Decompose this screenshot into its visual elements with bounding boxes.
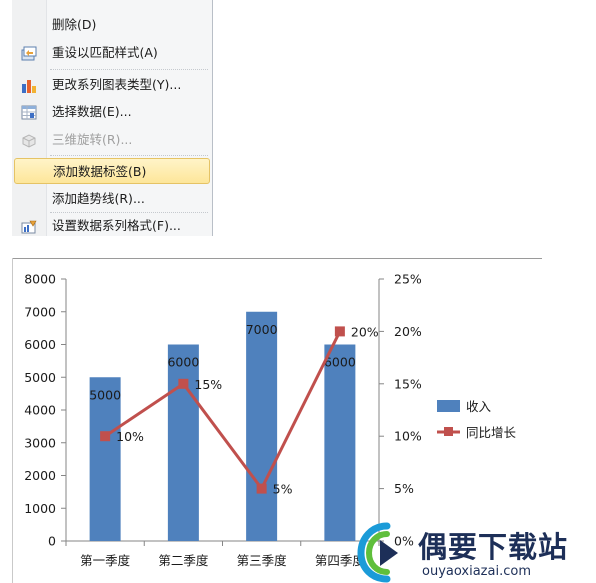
category-label: 第四季度 (315, 553, 366, 568)
menu-item-label: 更改系列图表类型(Y)... (52, 77, 182, 92)
bar-data-label: 6000 (167, 355, 199, 370)
right-axis-tick-label: 5% (394, 481, 414, 496)
menu-item-label: 添加趋势线(R)... (52, 191, 145, 206)
chart-border-top (12, 258, 542, 259)
menu-separator (50, 212, 208, 213)
menu-item-add-trendline[interactable]: 添加趋势线(R)... (14, 186, 210, 212)
legend-label-income: 收入 (466, 399, 492, 414)
bar-income (167, 344, 199, 541)
line-marker-growth (178, 378, 189, 389)
menu-item-change-chart-type[interactable]: 更改系列图表类型(Y)... (14, 72, 210, 98)
context-menu: 删除(D) 重设以匹配样式(A) 更改系列图表类型(Y)... 选择数据(E).… (12, 0, 213, 236)
line-marker-growth (256, 483, 267, 494)
bar-data-label: 7000 (246, 322, 278, 337)
left-axis-tick-label: 6000 (24, 337, 56, 352)
menu-item-select-data[interactable]: 选择数据(E)... (14, 99, 210, 125)
menu-separator (50, 155, 208, 156)
legend[interactable]: 收入 同比增长 (437, 399, 517, 440)
bar-income (246, 311, 278, 541)
bar-income (89, 377, 121, 541)
right-axis-tick-label: 15% (394, 376, 422, 391)
site-logo-icon (357, 522, 398, 583)
menu-item-label: 三维旋转(R)... (52, 132, 133, 147)
bar-chart-icon (22, 80, 36, 93)
menu-item-label: 选择数据(E)... (52, 104, 132, 119)
bar-income (324, 344, 356, 541)
category-label: 第三季度 (237, 553, 288, 568)
line-marker-growth (334, 326, 345, 337)
left-axis-tick-label: 7000 (24, 304, 56, 319)
legend-label-growth: 同比增长 (466, 425, 517, 440)
left-axis-tick-label: 8000 (24, 272, 56, 287)
left-axis-tick-label: 0 (48, 534, 56, 549)
menu-item-delete[interactable]: 删除(D) (14, 12, 210, 38)
left-axis-tick-label: 3000 (24, 435, 56, 450)
bar-data-label: 5000 (89, 387, 121, 402)
reset-style-icon (21, 46, 37, 61)
category-label: 第一季度 (80, 553, 131, 568)
legend-swatch-income (437, 400, 460, 412)
rotate-3d-icon (22, 134, 36, 148)
format-series-icon (21, 220, 37, 234)
left-axis-tick-label: 2000 (24, 468, 56, 483)
menu-item-label: 重设以匹配样式(A) (52, 45, 158, 60)
line-data-label: 5% (273, 482, 293, 497)
line-marker-growth (100, 431, 111, 442)
menu-separator (50, 69, 208, 70)
menu-item-label: 删除(D) (52, 17, 97, 32)
series-line-growth[interactable] (104, 330, 342, 491)
left-axis-tick-label: 4000 (24, 403, 56, 418)
legend-marker-growth (444, 427, 453, 436)
right-axis-tick-label: 25% (394, 272, 422, 287)
line-data-label: 15% (194, 377, 222, 392)
right-axis-tick-label: 20% (394, 324, 422, 339)
left-axis-tick-label: 5000 (24, 370, 56, 385)
menu-item-label: 设置数据系列格式(F)... (52, 218, 181, 233)
line-data-label: 10% (116, 429, 144, 444)
left-axis-tick-label: 1000 (24, 501, 56, 516)
line-data-label: 20% (351, 324, 379, 339)
right-axis-tick-label: 0% (394, 534, 414, 549)
site-watermark: 偶要下载站 ouyaoxiazai.com (356, 520, 596, 583)
bar-data-label: 6000 (324, 355, 356, 370)
combo-chart[interactable]: 0 1000 2000 3000 4000 5000 6000 7000 8000 0% 5% 10… (12, 258, 596, 583)
menu-item-format-data-series[interactable]: 设置数据系列格式(F)... (14, 213, 210, 239)
category-label: 第二季度 (158, 553, 209, 568)
watermark-title: 偶要下载站 (418, 530, 569, 564)
menu-item-reset-style[interactable]: 重设以匹配样式(A) (14, 40, 210, 66)
menu-item-label: 添加数据标签(B) (53, 164, 147, 179)
right-axis-tick-label: 10% (394, 429, 422, 444)
menu-item-add-data-labels[interactable]: 添加数据标签(B) (14, 158, 210, 184)
menu-item-3d-rotation[interactable]: 三维旋转(R)... (14, 127, 210, 153)
watermark-url: ouyaoxiazai.com (422, 564, 531, 579)
chart-border-left (12, 258, 13, 583)
select-data-icon (21, 105, 37, 120)
